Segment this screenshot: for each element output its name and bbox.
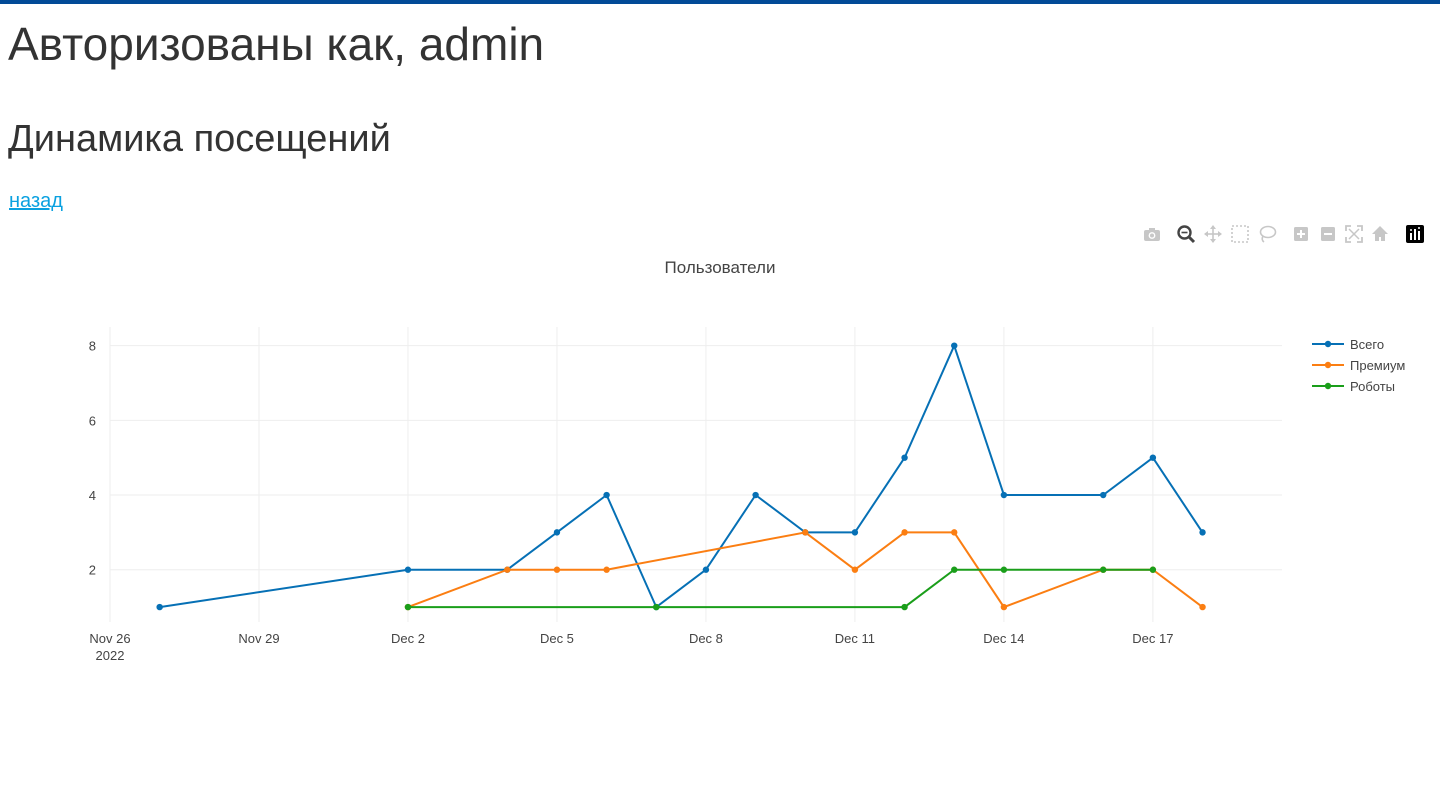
y-tick-label: 6 [89,413,96,428]
x-tick-label: Dec 5 [540,631,574,646]
x-tick-label: Nov 26 [89,631,130,646]
y-axis-ticks: 2 4 6 8 [89,339,96,578]
data-point[interactable] [1001,567,1007,573]
data-point[interactable] [504,567,510,573]
data-point[interactable] [802,529,808,535]
data-point[interactable] [554,567,560,573]
data-point[interactable] [901,454,907,460]
series-line [408,570,1153,607]
camera-icon[interactable] [1141,223,1163,245]
autoscale-icon[interactable] [1343,223,1365,245]
zoom-icon[interactable] [1175,223,1197,245]
plotly-logo-icon[interactable] [1404,223,1426,245]
chart-title: Пользователи [665,258,776,277]
data-point[interactable] [951,342,957,348]
legend-marker [1325,341,1331,347]
data-point[interactable] [1100,492,1106,498]
visits-chart: Пользователи 2 4 6 8 Nov 26 2022 Nov 29 Dec 2 D… [0,245,1440,675]
data-point[interactable] [554,529,560,535]
x-axis-ticks: Nov 26 2022 Nov 29 Dec 2 Dec 5 Dec 8 Dec 11 Dec… [89,631,1173,663]
pan-icon[interactable] [1202,223,1224,245]
data-point[interactable] [703,567,709,573]
data-point[interactable] [752,492,758,498]
legend-label: Премиум [1350,358,1405,373]
y-tick-label: 8 [89,339,96,354]
legend-item[interactable]: Всего [1312,337,1384,352]
data-point[interactable] [603,567,609,573]
page-title: Авторизованы как, admin [8,14,544,74]
data-point[interactable] [156,604,162,610]
data-point[interactable] [603,492,609,498]
data-point[interactable] [1150,454,1156,460]
data-point[interactable] [1199,529,1205,535]
legend-marker [1325,362,1331,368]
x-tick-label: Dec 17 [1132,631,1173,646]
legend-label: Роботы [1350,379,1395,394]
y-tick-label: 4 [89,488,96,503]
chart-legend[interactable]: Всего Премиум Роботы [1312,337,1405,394]
legend-item[interactable]: Премиум [1312,358,1405,373]
back-link[interactable]: назад [9,188,63,214]
series-line [160,346,1203,607]
x-tick-year-label: 2022 [96,648,125,663]
data-point[interactable] [951,529,957,535]
series-Роботы [405,567,1156,611]
section-title: Динамика посещений [8,112,391,166]
data-point[interactable] [1100,567,1106,573]
legend-item[interactable]: Роботы [1312,379,1395,394]
data-point[interactable] [405,567,411,573]
data-point[interactable] [852,529,858,535]
reset-axes-icon[interactable] [1369,223,1391,245]
x-tick-label: Dec 2 [391,631,425,646]
data-point[interactable] [852,567,858,573]
legend-label: Всего [1350,337,1384,352]
data-point[interactable] [1150,567,1156,573]
zoom-in-icon[interactable] [1290,223,1312,245]
data-point[interactable] [1001,604,1007,610]
data-point[interactable] [1001,492,1007,498]
x-tick-label: Nov 29 [238,631,279,646]
zoom-out-icon[interactable] [1317,223,1339,245]
chart-modebar [1140,223,1430,245]
x-tick-label: Dec 14 [983,631,1024,646]
data-point[interactable] [901,604,907,610]
data-point[interactable] [901,529,907,535]
box-select-icon[interactable] [1229,223,1251,245]
data-point[interactable] [1199,604,1205,610]
y-tick-label: 2 [89,563,96,578]
lasso-select-icon[interactable] [1256,223,1278,245]
data-point[interactable] [405,604,411,610]
x-tick-label: Dec 8 [689,631,723,646]
data-point[interactable] [951,567,957,573]
x-tick-label: Dec 11 [835,631,875,646]
legend-marker [1325,383,1331,389]
top-accent-bar [0,0,1440,4]
data-point[interactable] [653,604,659,610]
